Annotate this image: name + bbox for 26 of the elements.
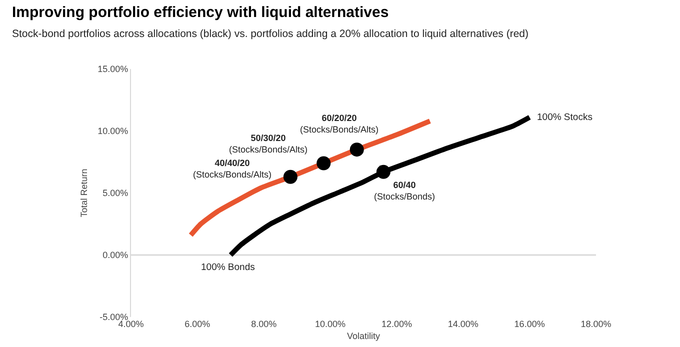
chart-title: Improving portfolio efficiency with liquid alternatives <box>12 4 389 21</box>
point <box>283 170 298 184</box>
y-tick-label: 0.00% <box>102 250 128 260</box>
y-tick-label: 10.00% <box>98 126 128 136</box>
annotation: 60/20/20 (Stocks/Bonds/Alts) <box>300 113 379 135</box>
x-tick-label: 6.00% <box>184 319 210 329</box>
x-axis-title: Volatility <box>346 330 380 341</box>
annotation: 60/40 (Stocks/Bonds) <box>374 180 436 202</box>
annotation: 100% Stocks <box>537 112 593 123</box>
x-tick-label: 12.00% <box>381 319 412 329</box>
chart-subtitle: Stock-bond portfolios across allocations (black) vs. portfolios adding a 20% allocation to liquid alternatives (red) <box>12 28 529 40</box>
x-tick-label: 14.00% <box>448 319 478 329</box>
x-tick-label: 10.00% <box>315 319 346 329</box>
y-axis-title: Total Return <box>79 168 90 218</box>
y-tick-label: 15.00% <box>98 64 128 74</box>
x-tick-label: 8.00% <box>251 319 277 329</box>
annotation: 50/30/20 (Stocks/Bonds/Alts) <box>229 133 308 155</box>
x-tick-label: 16.00% <box>514 319 545 329</box>
point <box>376 164 390 179</box>
point <box>350 142 364 157</box>
y-tick-label: 5.00% <box>102 188 128 198</box>
point <box>316 156 331 170</box>
x-tick-label: 4.00% <box>118 319 144 329</box>
x-tick-label: 18.00% <box>580 319 612 329</box>
annotation: 40/40/20 (Stocks/Bonds/Alts) <box>193 158 272 180</box>
annotation: 100% Bonds <box>201 262 256 273</box>
